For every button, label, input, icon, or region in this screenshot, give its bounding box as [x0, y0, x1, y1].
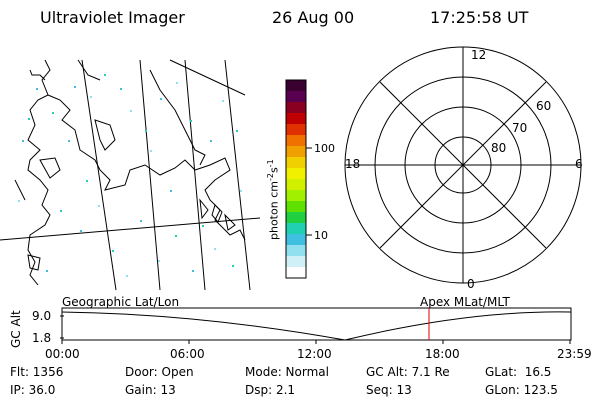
colorbar-unit: photon cm-2s-1: [266, 159, 281, 240]
date-label: 26 Aug 00: [272, 8, 355, 27]
polar-label-mlt-18: 18: [345, 157, 361, 171]
strip-y-label: GC Alt: [9, 310, 23, 348]
colorbar-segment: [286, 135, 306, 147]
info-glat: GLat: 16.5: [485, 365, 552, 379]
strip-time-2: 12:00: [297, 347, 332, 361]
colorbar-segment: [286, 245, 306, 257]
strip-time-0: 00:00: [45, 347, 80, 361]
info-seq: Seq: 13: [366, 383, 412, 397]
polar-label-mlt-12: 12: [471, 48, 487, 62]
polar-label-lat-60: 60: [536, 99, 552, 113]
info-glon: GLon: 123.5: [485, 383, 558, 397]
polar-grid: [344, 46, 582, 284]
colorbar-segment: [286, 179, 306, 191]
info-flt: Flt: 1356: [10, 365, 64, 379]
instrument-title: Ultraviolet Imager: [40, 8, 185, 27]
strip-label-geographic: Geographic Lat/Lon: [62, 295, 180, 309]
colorbar-segment: [286, 201, 306, 213]
colorbar-segment: [286, 113, 306, 125]
polar-label-mlt-6: 6: [575, 157, 583, 171]
time-label: 17:25:58 UT: [430, 8, 529, 27]
altitude-curve: [61, 311, 572, 341]
info-gain: Gain: 13: [125, 383, 176, 397]
colorbar-segment: [286, 256, 306, 268]
strip-time-3: 18:00: [425, 347, 460, 361]
polar-label-mlt-0: 0: [467, 277, 475, 291]
colorbar-frame: [285, 79, 307, 279]
colorbar-label-10: 10: [314, 229, 328, 242]
colorbar-segment: [286, 267, 306, 279]
colorbar-segment: [286, 80, 306, 92]
info-dsp: Dsp: 2.1: [245, 383, 296, 397]
strip-label-apex: Apex MLat/MLT: [420, 295, 510, 309]
strip-y-top: 9.0: [32, 309, 52, 323]
colorbar-segment: [286, 212, 306, 224]
polar-label-lat-70: 70: [512, 121, 528, 135]
info-door: Door: Open: [125, 365, 194, 379]
strip-time-ticks: [61, 340, 571, 344]
strip-y-bottom: 1.8: [32, 331, 52, 345]
info-gc-alt: GC Alt: 7.1 Re: [366, 365, 450, 379]
altitude-strip-frame: [61, 307, 572, 341]
strip-time-1: 06:00: [170, 347, 205, 361]
colorbar-label-100: 100: [314, 142, 335, 155]
polar-label-lat-80: 80: [491, 141, 507, 155]
colorbar-segment: [286, 146, 306, 158]
info-ip: IP: 36.0: [10, 383, 56, 397]
colorbar-segment: [286, 190, 306, 202]
colorbar-segment: [286, 168, 306, 180]
colorbar-segment: [286, 234, 306, 246]
colorbar-segment: [286, 124, 306, 136]
colorbar-segment: [286, 102, 306, 114]
colorbar-segment: [286, 91, 306, 103]
colorbar: [286, 80, 306, 279]
map-grid-lines: [0, 59, 261, 291]
info-mode: Mode: Normal: [245, 365, 329, 379]
emission-pixels: [18, 74, 242, 277]
colorbar-segment: [286, 223, 306, 235]
coastline: [27, 59, 246, 286]
strip-time-4: 23:59: [557, 347, 592, 361]
colorbar-segment: [286, 157, 306, 169]
